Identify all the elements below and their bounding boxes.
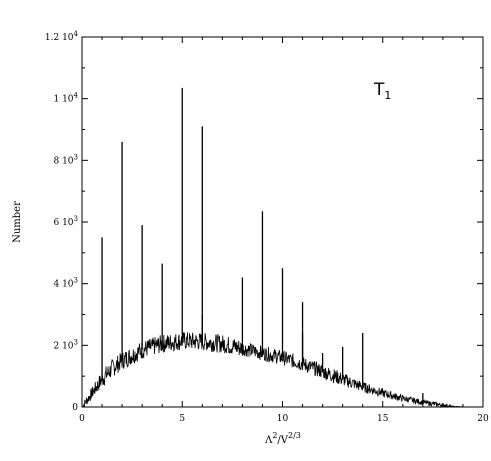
envelope-layer: [81, 332, 464, 409]
y-tick-label: 1.2 104: [45, 30, 79, 43]
y-tick-label: 6 103: [53, 215, 78, 228]
x-tick-label: 0: [79, 414, 85, 424]
x-tick-label: 20: [477, 414, 489, 424]
y-tick-label: 2 103: [53, 338, 78, 351]
tick-labels: 0 5 10 15 20 0 2 103 4 103 6 103 8 103 1 104 1.2 10…: [45, 30, 489, 424]
annotation-sub: 1: [384, 89, 391, 102]
y-tick-label: 8 103: [53, 153, 78, 166]
x-axis-label: Λ2/V2/3: [264, 431, 301, 446]
annotation-base: T: [373, 80, 385, 100]
x-tick-label: 5: [179, 414, 185, 424]
axis-ticks: [81, 36, 484, 408]
y-tick-label: 1 104: [53, 92, 78, 105]
spike-layer: [101, 87, 424, 403]
envelope-line: [81, 332, 464, 409]
series-annotation: T1: [373, 80, 391, 102]
y-tick-label: 0: [72, 403, 78, 413]
y-axis-label: Number: [12, 201, 23, 243]
x-tick-label: 10: [277, 414, 289, 424]
y-tick-label: 4 103: [53, 277, 78, 290]
x-tick-label: 15: [377, 414, 389, 424]
